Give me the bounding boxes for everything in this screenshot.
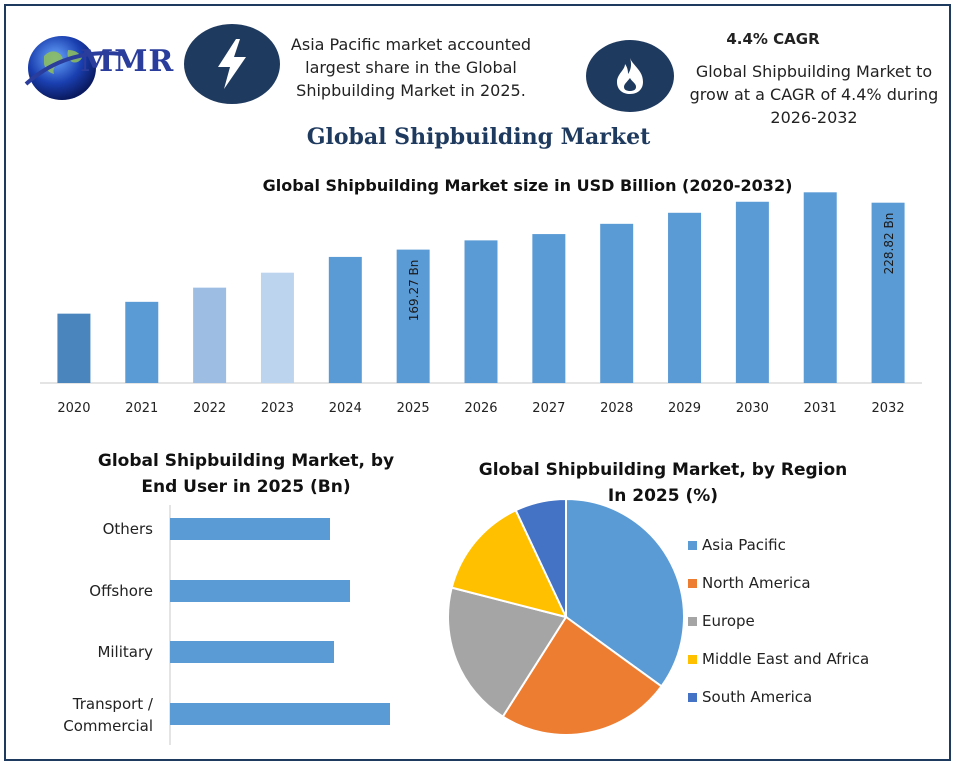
data-label-2025: 169.27 Bn [407, 260, 421, 322]
legend-swatch [688, 541, 697, 550]
legend-label: Europe [702, 612, 755, 630]
legend-label: Middle East and Africa [702, 650, 869, 668]
bar-2020 [57, 313, 91, 383]
hbar-offshore [170, 580, 350, 602]
tick-label-2021: 2021 [125, 401, 158, 416]
left-note: Asia Pacific market accounted largest sh… [290, 35, 532, 100]
right-note: Global Shipbuilding Market to grow at a … [689, 62, 939, 127]
bar-chart-title: Global Shipbuilding Market size in USD B… [262, 176, 793, 195]
category-label: Offshore [89, 582, 153, 600]
end-user-chart: Others Offshore Military Transport / Commerc… [63, 505, 390, 745]
bar-2032 [871, 202, 905, 383]
hbar-military [170, 641, 334, 663]
legend-label: South America [702, 688, 812, 706]
hbar-transport-commercial [170, 703, 390, 725]
legend-swatch [688, 579, 697, 588]
mmr-logo: MMR [22, 26, 182, 106]
legend-label: North America [702, 574, 811, 592]
bar-2029 [668, 212, 702, 383]
bar-2021 [125, 301, 159, 383]
bar-2027 [532, 234, 566, 383]
region-chart-title: Global Shipbuilding Market, by Region In… [478, 460, 848, 506]
lightning-bolt-icon [184, 24, 280, 104]
tick-label-2027: 2027 [532, 401, 565, 416]
globe-icon [24, 36, 123, 100]
page-title: Global Shipbuilding Market [306, 124, 651, 150]
category-label: Military [97, 643, 153, 661]
tick-label-2029: 2029 [668, 401, 701, 416]
legend-swatch [688, 693, 697, 702]
hbar-others [170, 518, 330, 540]
bar-2025 [396, 249, 430, 383]
tick-label-2028: 2028 [600, 401, 633, 416]
end-user-chart-title: Global Shipbuilding Market, by End User … [97, 451, 395, 497]
legend-swatch [688, 655, 697, 664]
tick-label-2032: 2032 [872, 401, 905, 416]
category-label: Transport / Commercial [63, 695, 154, 735]
tick-label-2020: 2020 [57, 401, 90, 416]
bar-2028 [600, 223, 634, 383]
bar-2026 [464, 240, 498, 383]
bar-2023 [260, 272, 294, 383]
bar-2031 [803, 192, 837, 383]
bar-2022 [193, 287, 227, 383]
region-chart: Asia Pacific North America Europe Middle Ea… [447, 500, 869, 736]
bar-2030 [735, 201, 769, 383]
logo-text: MMR [80, 44, 175, 79]
bar-chart: 2020 2021 2022 2023 2024 2025 169.27 Bn 2026 202… [40, 192, 922, 416]
tick-label-2025: 2025 [397, 401, 430, 416]
pie-slice-asia-pacific [565, 500, 685, 688]
tick-label-2031: 2031 [804, 401, 837, 416]
pie-slice-europe [447, 586, 568, 719]
pie-slice-middle-east-and-africa [450, 508, 568, 619]
tick-label-2026: 2026 [464, 401, 497, 416]
cagr-heading: 4.4% CAGR [726, 30, 820, 48]
tick-label-2022: 2022 [193, 401, 226, 416]
tick-label-2030: 2030 [736, 401, 769, 416]
legend-swatch [688, 617, 697, 626]
bar-2024 [328, 256, 362, 383]
category-label: Others [103, 520, 154, 538]
pie-slice-south-america [514, 500, 567, 618]
data-label-2032: 228.82 Bn [882, 213, 896, 275]
tick-label-2023: 2023 [261, 401, 294, 416]
legend-label: Asia Pacific [702, 536, 786, 554]
pie-slice-north-america [501, 615, 663, 736]
flame-icon [586, 40, 674, 112]
tick-label-2024: 2024 [329, 401, 362, 416]
